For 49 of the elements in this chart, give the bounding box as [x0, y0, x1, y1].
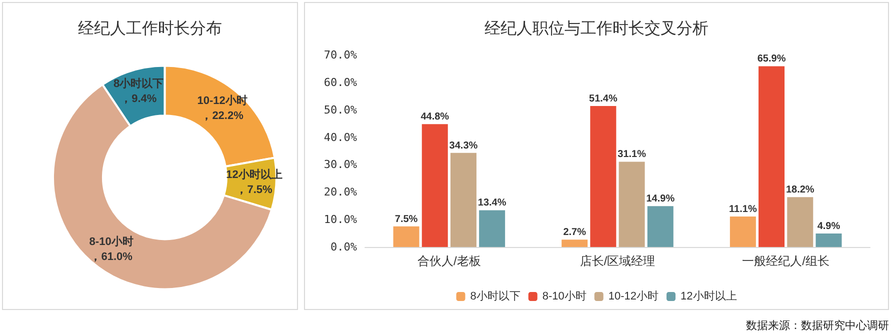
bar — [618, 162, 645, 247]
data-label: 4.9% — [817, 221, 840, 232]
y-tick-label: 0.0% — [330, 240, 358, 254]
bar — [450, 152, 476, 247]
data-label: 44.8% — [420, 112, 450, 123]
x-tick-label: 店长/区域经理 — [580, 254, 656, 268]
y-tick-label: 60.0% — [324, 76, 358, 89]
data-label: 51.4% — [589, 94, 618, 105]
bar — [816, 234, 842, 247]
data-label: 7.5% — [394, 214, 418, 225]
data-label: 11.1% — [729, 204, 757, 216]
slice-label: 10-12小时 — [197, 94, 248, 108]
x-tick-label: 合伙人/老板 — [417, 254, 481, 268]
data-label: 34.3% — [449, 140, 478, 152]
data-label: 65.9% — [757, 54, 786, 65]
chart-title: 经纪人职位与工作时长交叉分析 — [484, 18, 708, 38]
legend-label: 12小时以上 — [680, 290, 737, 302]
y-tick-label: 10.0% — [324, 213, 358, 226]
y-tick-label: 20.0% — [324, 186, 358, 199]
y-tick-label: 50.0% — [324, 103, 358, 116]
bar — [758, 66, 785, 247]
legend-label: 8-10小时 — [542, 290, 586, 302]
x-tick-label: 一般经纪人/组长 — [742, 254, 830, 268]
bar — [590, 106, 616, 247]
data-label: 31.1% — [618, 149, 646, 160]
bar — [787, 197, 814, 247]
source-note: 数据来源：数据研究中心调研 — [746, 318, 889, 333]
legend-label: 8小时以下 — [470, 290, 520, 302]
slice-label: 8小时以下 — [114, 77, 164, 90]
data-label: ，9.4% — [120, 93, 157, 106]
data-label: 2.7% — [563, 227, 586, 238]
bar — [647, 206, 674, 247]
bar — [562, 240, 588, 247]
bar — [393, 226, 420, 247]
slice-label: 8-10小时 — [89, 235, 134, 248]
bar — [479, 210, 506, 247]
data-label: 18.2% — [786, 184, 814, 196]
y-tick-label: 30.0% — [324, 158, 358, 172]
legend-label: 10-12小时 — [608, 290, 659, 302]
data-label: ，22.2% — [201, 110, 244, 122]
data-label: ，7.5% — [236, 184, 273, 196]
bar — [422, 124, 448, 247]
data-label: ，61.0% — [90, 251, 133, 264]
data-label: 14.9% — [646, 194, 675, 205]
data-label: 13.4% — [478, 198, 506, 209]
chart-title: 经纪人工作时长分布 — [78, 18, 222, 38]
y-tick-label: 40.0% — [324, 130, 358, 144]
bar — [730, 216, 756, 247]
y-tick-label: 70.0% — [324, 48, 358, 62]
